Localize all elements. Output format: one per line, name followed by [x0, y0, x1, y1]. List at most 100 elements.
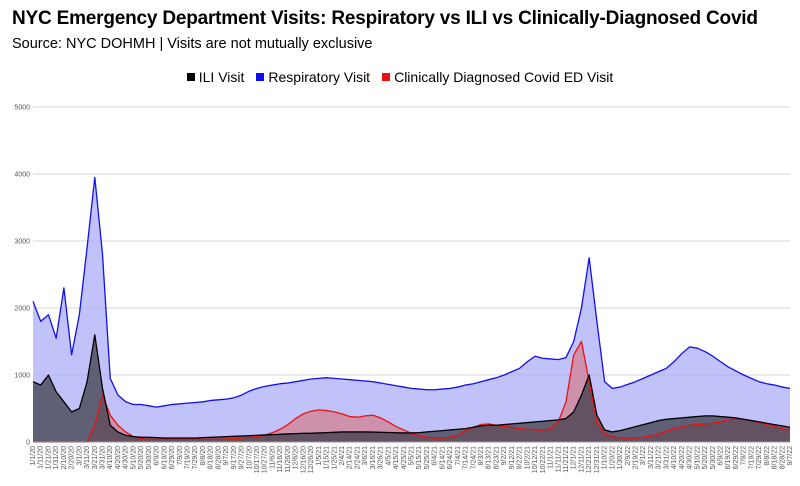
x-tick-label: 8/8/22: [764, 446, 771, 466]
x-tick-label: 6/19/22: [725, 446, 732, 469]
x-tick-label: 5/10/22: [694, 446, 701, 469]
x-tick-label: 5/10/20: [130, 446, 137, 469]
x-tick-label: 2/20/20: [69, 446, 76, 469]
y-tick-label: 2000: [14, 306, 30, 313]
x-tick-label: 1/10/22: [602, 446, 609, 469]
x-tick-label: 1/11/20: [38, 446, 45, 469]
x-tick-label: 8/8/20: [200, 446, 207, 466]
x-tick-label: 11/16/20: [277, 446, 284, 473]
x-tick-label: 11/21/21: [563, 446, 570, 473]
x-tick-label: 3/31/22: [663, 446, 670, 469]
x-tick-label: 5/15/21: [416, 446, 423, 469]
legend-swatch-respiratory: [256, 73, 265, 81]
x-tick-label: 1/20/22: [609, 446, 616, 469]
x-tick-label: 6/29/22: [733, 446, 740, 469]
x-tick-label: 4/10/22: [671, 446, 678, 469]
x-tick-label: 7/29/22: [756, 446, 763, 469]
x-tick-label: 9/17/20: [231, 446, 238, 469]
x-tick-label: 3/11/22: [648, 446, 655, 469]
x-tick-label: 3/31/20: [100, 446, 107, 469]
x-tick-label: 7/9/20: [177, 446, 184, 466]
y-tick-label: 1000: [14, 373, 30, 380]
x-tick-label: 2/10/20: [61, 446, 68, 469]
x-tick-label: 4/5/21: [385, 446, 392, 466]
x-tick-label: 7/14/21: [463, 446, 470, 469]
x-tick-label: 10/2/21: [524, 446, 531, 469]
legend-swatch-covid: [382, 73, 391, 81]
x-tick-label: 8/18/22: [772, 446, 779, 469]
x-tick-label: 4/30/22: [687, 446, 694, 469]
x-tick-label: 11/26/20: [285, 446, 292, 473]
x-tick-label: 4/10/20: [107, 446, 114, 469]
x-tick-label: 8/18/20: [208, 446, 215, 469]
x-tick-label: 1/15/21: [324, 446, 331, 469]
x-tick-label: 1/1/20: [30, 446, 37, 466]
x-tick-label: 5/30/20: [146, 446, 153, 469]
y-tick-label: 3000: [14, 239, 30, 246]
x-tick-label: 9/12/21: [509, 446, 516, 469]
x-tick-label: 12/21/21: [586, 446, 593, 473]
x-tick-label: 4/25/21: [401, 446, 408, 469]
series-line-respiratory-visit: [32, 176, 791, 408]
legend-swatch-ili: [186, 73, 195, 81]
axis-layer: 0 1000 2000 3000 4000 5000 1/1/20 1/11/20 1/21/2…: [14, 105, 794, 474]
x-tick-label: 1/31/20: [53, 446, 60, 469]
x-tick-label: 4/20/22: [679, 446, 686, 469]
series-area-ili-visit: [33, 334, 790, 442]
x-tick-label: 7/19/22: [748, 446, 755, 469]
x-tick-label: 8/13/21: [486, 446, 493, 469]
x-tick-label: 11/1/21: [548, 446, 555, 469]
y-tick-label: 0: [26, 440, 30, 447]
series-area-layer: [33, 177, 790, 442]
x-tick-label: 1/25/21: [331, 446, 338, 469]
x-tick-label: 9/7/22: [787, 446, 794, 466]
x-tick-label: 6/29/20: [169, 446, 176, 469]
x-tick-label: 7/29/20: [192, 446, 199, 469]
x-tick-label: 12/31/21: [594, 446, 601, 473]
x-tick-label: 3/21/22: [656, 446, 663, 469]
x-tick-label: 6/4/21: [432, 446, 439, 466]
x-tick-label: 12/26/20: [308, 446, 315, 473]
series-area-respiratory-visit: [33, 177, 790, 442]
x-tick-label: 9/7/20: [223, 446, 230, 466]
x-tick-label: 6/19/20: [161, 446, 168, 469]
x-tick-label: 6/14/21: [439, 446, 446, 469]
x-tick-label: 9/2/21: [501, 446, 508, 466]
x-tick-label: 3/1/22: [640, 446, 647, 466]
x-tick-label: 5/20/20: [138, 446, 145, 469]
x-tick-label: 3/11/20: [84, 446, 91, 469]
x-tick-label: 9/22/21: [517, 446, 524, 469]
x-tick-label: 1/5/21: [316, 446, 323, 466]
x-tick-label: 2/9/22: [625, 446, 632, 466]
x-tick-label: 10/27/20: [262, 446, 269, 473]
x-tick-label: 7/9/22: [741, 446, 748, 466]
x-tick-label: 10/7/20: [246, 446, 253, 469]
x-tick-label: 11/11/21: [555, 446, 562, 472]
x-tick-label: 4/30/20: [123, 446, 130, 469]
chart-title: NYC Emergency Department Visits: Respira…: [12, 8, 758, 29]
y-tick-label: 4000: [14, 172, 30, 179]
x-tick-label: 6/24/21: [447, 446, 454, 469]
x-tick-label: 8/28/20: [215, 446, 222, 469]
x-tick-label: 3/21/20: [92, 446, 99, 469]
x-tick-label: 5/20/22: [702, 446, 709, 469]
x-tick-label: 12/1/21: [571, 446, 578, 469]
chart-subtitle: Source: NYC DOHMH | Visits are not mutua…: [12, 36, 373, 52]
x-tick-label: 5/5/21: [409, 446, 416, 466]
x-tick-label: 2/24/21: [354, 446, 361, 469]
series-line-ili-visit: [32, 334, 791, 439]
legend-label-ili: ILI Visit: [198, 69, 245, 85]
x-tick-label: 4/15/21: [393, 446, 400, 469]
x-tick-label: 7/19/20: [184, 446, 191, 469]
x-tick-label: 1/21/20: [45, 446, 52, 469]
x-tick-label: 5/25/21: [424, 446, 431, 469]
x-tick-label: 6/9/20: [154, 446, 161, 466]
legend-item-covid: Clinically Diagnosed Covid ED Visit: [382, 69, 613, 85]
legend-label-respiratory: Respiratory Visit: [268, 69, 371, 85]
x-tick-label: 2/19/22: [633, 446, 640, 469]
x-tick-label: 3/6/21: [362, 446, 369, 466]
x-tick-label: 5/30/22: [710, 446, 717, 469]
x-tick-label: 12/11/21: [578, 446, 585, 473]
x-tick-label: 2/14/21: [347, 446, 354, 469]
